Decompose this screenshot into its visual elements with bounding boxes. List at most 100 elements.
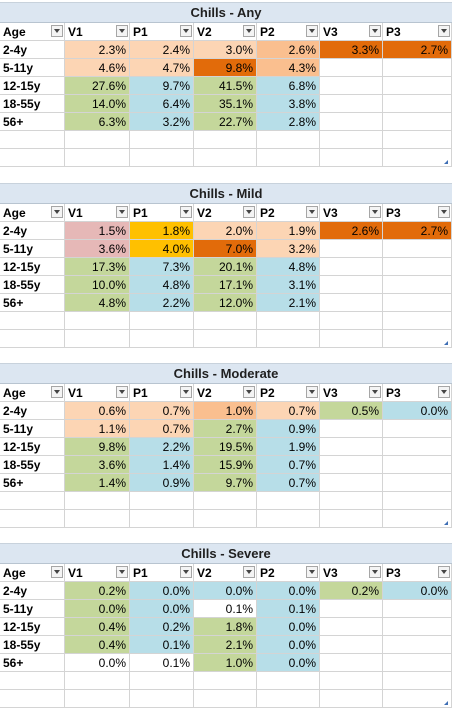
value-cell[interactable]: 2.7% [194,420,257,438]
value-cell[interactable]: 0.5% [320,402,383,420]
filter-dropdown-icon[interactable] [369,566,381,578]
value-cell[interactable]: 4.3% [257,59,320,77]
value-cell[interactable]: 17.3% [65,258,130,276]
age-group-cell[interactable]: 5-11y [0,240,65,258]
value-cell[interactable]: 0.1% [130,654,194,672]
value-cell[interactable]: 0.0% [383,582,452,600]
empty-cell[interactable] [194,690,257,708]
value-cell[interactable]: 22.7% [194,113,257,131]
value-cell[interactable]: 15.9% [194,456,257,474]
empty-cell[interactable] [130,131,194,149]
filter-dropdown-icon[interactable] [180,206,192,218]
value-cell[interactable]: 14.0% [65,95,130,113]
empty-cell[interactable] [65,690,130,708]
value-cell[interactable] [320,95,383,113]
value-cell[interactable]: 6.8% [257,77,320,95]
empty-cell[interactable] [194,312,257,330]
value-cell[interactable]: 4.8% [130,276,194,294]
value-cell[interactable]: 0.7% [130,420,194,438]
value-cell[interactable]: 3.2% [130,113,194,131]
value-cell[interactable]: 0.0% [257,636,320,654]
empty-cell[interactable] [65,492,130,510]
value-cell[interactable]: 4.8% [257,258,320,276]
value-cell[interactable] [320,618,383,636]
value-cell[interactable] [383,654,452,672]
value-cell[interactable] [320,456,383,474]
value-cell[interactable]: 35.1% [194,95,257,113]
empty-cell[interactable] [383,510,452,528]
empty-cell[interactable] [0,149,65,167]
empty-cell[interactable] [194,510,257,528]
filter-dropdown-icon[interactable] [51,25,63,37]
age-group-cell[interactable]: 5-11y [0,59,65,77]
value-cell[interactable]: 6.3% [65,113,130,131]
value-cell[interactable] [383,59,452,77]
value-cell[interactable] [320,420,383,438]
empty-cell[interactable] [65,149,130,167]
value-cell[interactable]: 0.7% [257,402,320,420]
filter-dropdown-icon[interactable] [243,25,255,37]
value-cell[interactable]: 2.6% [257,41,320,59]
empty-cell[interactable] [320,690,383,708]
value-cell[interactable] [383,276,452,294]
value-cell[interactable]: 0.1% [257,600,320,618]
value-cell[interactable] [383,113,452,131]
empty-cell[interactable] [383,330,452,348]
value-cell[interactable] [383,600,452,618]
value-cell[interactable]: 17.1% [194,276,257,294]
filter-dropdown-icon[interactable] [51,386,63,398]
value-cell[interactable]: 1.5% [65,222,130,240]
table-resize-handle-icon[interactable] [444,341,448,345]
table-resize-handle-icon[interactable] [444,701,448,705]
empty-cell[interactable] [65,330,130,348]
value-cell[interactable]: 2.3% [65,41,130,59]
filter-dropdown-icon[interactable] [438,566,450,578]
value-cell[interactable] [383,438,452,456]
value-cell[interactable]: 0.0% [65,654,130,672]
empty-cell[interactable] [383,149,452,167]
value-cell[interactable]: 0.6% [65,402,130,420]
age-group-cell[interactable]: 56+ [0,654,65,672]
value-cell[interactable] [383,294,452,312]
value-cell[interactable]: 12.0% [194,294,257,312]
age-group-cell[interactable]: 12-15y [0,258,65,276]
value-cell[interactable]: 1.9% [257,438,320,456]
value-cell[interactable] [320,59,383,77]
value-cell[interactable]: 3.0% [194,41,257,59]
value-cell[interactable] [383,95,452,113]
empty-cell[interactable] [0,492,65,510]
value-cell[interactable]: 1.8% [194,618,257,636]
value-cell[interactable]: 0.0% [65,600,130,618]
value-cell[interactable]: 0.0% [194,582,257,600]
empty-cell[interactable] [320,131,383,149]
value-cell[interactable] [383,77,452,95]
age-group-cell[interactable]: 18-55y [0,636,65,654]
value-cell[interactable]: 0.2% [65,582,130,600]
empty-cell[interactable] [257,492,320,510]
age-group-cell[interactable]: 2-4y [0,582,65,600]
value-cell[interactable]: 0.0% [130,582,194,600]
empty-cell[interactable] [383,690,452,708]
filter-dropdown-icon[interactable] [243,566,255,578]
value-cell[interactable]: 1.0% [194,654,257,672]
value-cell[interactable] [320,438,383,456]
empty-cell[interactable] [194,492,257,510]
value-cell[interactable]: 6.4% [130,95,194,113]
empty-cell[interactable] [130,672,194,690]
empty-cell[interactable] [257,131,320,149]
value-cell[interactable]: 4.7% [130,59,194,77]
empty-cell[interactable] [0,131,65,149]
value-cell[interactable]: 2.2% [130,438,194,456]
value-cell[interactable]: 7.3% [130,258,194,276]
value-cell[interactable]: 1.4% [130,456,194,474]
empty-cell[interactable] [383,672,452,690]
filter-dropdown-icon[interactable] [438,25,450,37]
empty-cell[interactable] [320,330,383,348]
filter-dropdown-icon[interactable] [306,386,318,398]
empty-cell[interactable] [65,131,130,149]
age-group-cell[interactable]: 18-55y [0,276,65,294]
empty-cell[interactable] [257,510,320,528]
table-resize-handle-icon[interactable] [444,521,448,525]
value-cell[interactable]: 9.7% [194,474,257,492]
age-group-cell[interactable]: 12-15y [0,438,65,456]
